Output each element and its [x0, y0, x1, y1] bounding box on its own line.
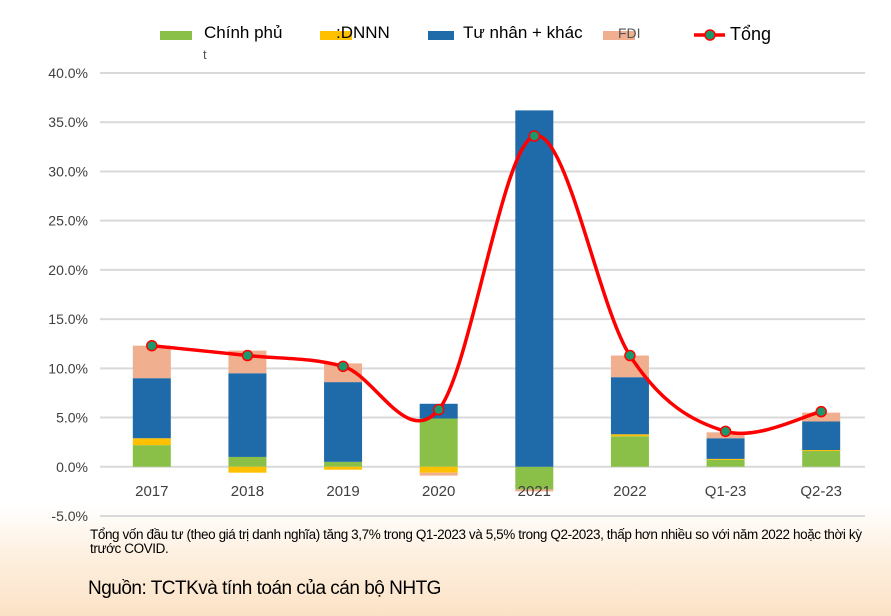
total-marker — [432, 403, 445, 416]
bar-t-nh-n-kh-c — [802, 421, 841, 451]
legend-label: Chính phủ — [204, 23, 282, 42]
y-tick-label: 5.0% — [56, 410, 88, 426]
bar--dnnn — [706, 458, 745, 460]
total-marker — [146, 339, 158, 352]
bar-t-nh-n-kh-c — [324, 382, 363, 462]
bar-t-nh-n-kh-c — [228, 373, 267, 457]
source-text: Nguồn: TCTKvà tính toán của cán bộ NHTG — [88, 578, 441, 599]
y-tick-label: 15.0% — [48, 311, 88, 327]
bar-fdi — [515, 489, 554, 492]
x-tick-label: Q1-23 — [705, 483, 747, 500]
total-line — [151, 134, 822, 436]
bar--dnnn — [802, 450, 841, 452]
bar-fdi — [324, 363, 363, 383]
x-tick-label: 2017 — [135, 483, 168, 500]
bar-ch-nh-ph- — [228, 456, 267, 467]
legend-label: Tư nhân + khác — [463, 23, 583, 42]
bar-ch-nh-ph- — [324, 461, 363, 467]
y-tick-label: 20.0% — [48, 262, 88, 278]
bar-t-nh-n-kh-c — [610, 377, 649, 435]
total-marker — [719, 425, 732, 438]
total-marker — [241, 349, 254, 362]
x-tick-label: Q2-23 — [800, 483, 842, 500]
legend: Chính phủ :DNNN Tư nhân + khác FDI t Tổng — [160, 23, 771, 62]
bar--dnnn — [324, 466, 363, 470]
y-tick-label: 40.0% — [48, 65, 88, 81]
bar-ch-nh-ph- — [419, 418, 458, 467]
bar-ch-nh-ph- — [132, 445, 171, 467]
legend-swatch — [160, 31, 192, 40]
legend-label: :DNNN — [336, 23, 390, 42]
legend-label-extra: t — [203, 47, 207, 62]
bar-fdi — [419, 472, 458, 476]
legend-marker — [704, 29, 716, 41]
bar-ch-nh-ph- — [706, 459, 745, 467]
y-tick-label: 30.0% — [48, 163, 88, 179]
total-marker — [815, 405, 827, 418]
x-tick-label: 2018 — [231, 483, 264, 500]
total-marker — [337, 360, 349, 373]
bar--dnnn — [610, 434, 649, 437]
x-tick-label: 2019 — [326, 483, 359, 500]
bar--dnnn — [228, 466, 267, 473]
bar-t-nh-n-kh-c — [132, 378, 171, 439]
y-tick-label: 25.0% — [48, 213, 88, 229]
legend-label: FDI — [618, 25, 641, 41]
bar-t-nh-n-kh-c — [706, 438, 745, 459]
bar--dnnn — [132, 438, 171, 446]
bar-t-nh-n-kh-c — [515, 110, 554, 467]
y-tick-label: 0.0% — [56, 459, 88, 475]
x-tick-label: 2022 — [613, 483, 646, 500]
legend-label: Tổng — [730, 24, 771, 44]
y-tick-label: 10.0% — [48, 360, 88, 376]
x-tick-label: 2021 — [518, 483, 551, 500]
x-tick-label: 2020 — [422, 483, 455, 500]
bar--dnnn — [419, 466, 458, 473]
y-tick-label: -5.0% — [51, 508, 88, 524]
bar-ch-nh-ph- — [515, 466, 554, 490]
legend-swatch — [603, 31, 635, 40]
y-tick-label: 35.0% — [48, 114, 88, 130]
chart: -5.0% 0.0% 5.0% 10.0% 15.0% 20.0% 25.0% 30.0% 35… — [48, 23, 865, 524]
legend-swatch — [428, 31, 454, 40]
total-marker — [624, 349, 636, 362]
legend-swatch — [320, 31, 352, 40]
bar-ch-nh-ph- — [610, 436, 649, 467]
chart-note: Tổng vốn đầu tư (theo giá trị danh nghĩa… — [90, 527, 862, 556]
bar-ch-nh-ph- — [802, 451, 841, 467]
total-marker — [528, 130, 541, 142]
